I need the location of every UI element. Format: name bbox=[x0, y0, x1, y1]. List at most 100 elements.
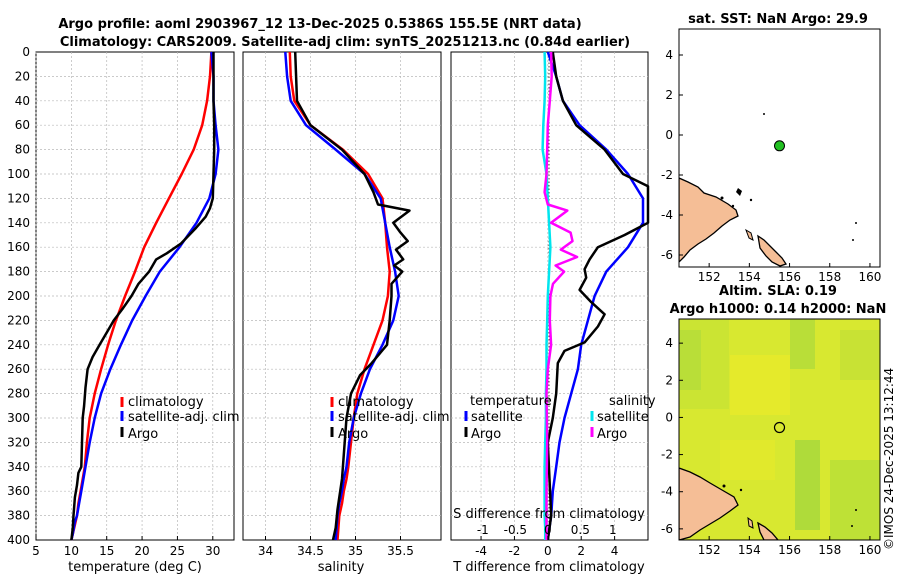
legend-label-sal-satellite: satellite bbox=[597, 410, 649, 425]
islet-dot bbox=[763, 113, 765, 115]
differences-xlabel: T difference from climatology bbox=[452, 560, 645, 575]
islet-dot bbox=[731, 204, 735, 208]
top-tick-label: -1 bbox=[477, 523, 489, 537]
land-bougainville bbox=[757, 521, 779, 540]
map-y-tick-label: -2 bbox=[661, 448, 673, 462]
depth-tick-label: 80 bbox=[15, 143, 30, 157]
sst-map-title: sat. SST: NaN Argo: 29.9 bbox=[688, 12, 868, 27]
legend-label-sal-argo: Argo bbox=[597, 427, 627, 442]
sla-patch bbox=[720, 440, 775, 480]
islet-dot bbox=[720, 196, 724, 200]
map-y-tick-label: -2 bbox=[661, 168, 673, 182]
sla-patch bbox=[830, 460, 880, 540]
temperature-xlabel: temperature (deg C) bbox=[68, 560, 202, 575]
figure-title-line2: Climatology: CARS2009. Satellite-adj cli… bbox=[60, 35, 630, 50]
x-tick-label: 25 bbox=[170, 544, 185, 558]
x-tick-label: 4 bbox=[611, 544, 619, 558]
x-tick-label: 34 bbox=[258, 544, 273, 558]
top-tick-label: 1 bbox=[609, 523, 617, 537]
map-x-tick-label: 156 bbox=[778, 543, 801, 557]
legend-label-climatology: climatology bbox=[128, 395, 204, 410]
depth-tick-label: 400 bbox=[7, 533, 30, 547]
sla-map-panel: Altim. SLA: 0.19 Argo h1000: 0.14 h2000:… bbox=[661, 284, 886, 557]
sst-map-panel: sat. SST: NaN Argo: 29.9 152 154 156 158 160… bbox=[661, 12, 881, 284]
depth-tick-label: 360 bbox=[7, 484, 30, 498]
depth-tick-label: 40 bbox=[15, 94, 30, 108]
series-line-argo bbox=[70, 52, 216, 541]
map-x-tick-label: 152 bbox=[698, 270, 721, 284]
map-x-tick-label: 160 bbox=[858, 270, 881, 284]
sla-patch bbox=[730, 355, 790, 415]
land-islet bbox=[736, 188, 742, 196]
map-y-tick-label: -4 bbox=[661, 208, 673, 222]
imos-watermark: ©IMOS 24-Dec-2025 13:12:44 bbox=[882, 368, 896, 550]
series-line-salinity-satellite bbox=[541, 51, 552, 540]
sst-map-land bbox=[679, 113, 857, 267]
series-line-temperature-argo bbox=[546, 51, 650, 541]
top-tick-label: 0 bbox=[544, 523, 552, 537]
islet-dot bbox=[722, 484, 726, 488]
series-line-satellite-adj-clim bbox=[284, 51, 400, 541]
sla-field-patches bbox=[679, 319, 880, 540]
legend-label-satellite: satellite-adj. clim bbox=[338, 410, 450, 425]
x-tick-label: -4 bbox=[475, 544, 487, 558]
map-y-tick-label: 0 bbox=[665, 128, 673, 142]
sla-patch bbox=[790, 319, 815, 369]
top-tick-label: 0.5 bbox=[571, 523, 590, 537]
legend-label-climatology: climatology bbox=[338, 395, 414, 410]
sla-map-title-line1: Altim. SLA: 0.19 bbox=[719, 284, 837, 299]
differences-panel: -4 -2 0 2 4 -1 -0.5 0 0.5 1 S difference from cl… bbox=[450, 51, 656, 575]
x-tick-label: 2 bbox=[577, 544, 585, 558]
map-y-tick-label: -6 bbox=[661, 248, 673, 262]
x-tick-label: 15 bbox=[99, 544, 114, 558]
series-line-salinity-argo bbox=[543, 51, 579, 540]
islet-dot bbox=[749, 198, 753, 202]
salinity-panel: 34 34.5 35 35.5 salinity climatology satell… bbox=[242, 51, 450, 575]
map-y-tick-label: 2 bbox=[665, 88, 673, 102]
differences-top-xlabel: S difference from climatology bbox=[453, 507, 645, 522]
depth-tick-label: 340 bbox=[7, 460, 30, 474]
salinity-xlabel: salinity bbox=[318, 560, 365, 575]
x-tick-label: 35.5 bbox=[387, 544, 414, 558]
map-x-tick-label: 158 bbox=[818, 543, 841, 557]
map-y-tick-label: -6 bbox=[661, 522, 673, 536]
argo-position-marker bbox=[773, 421, 786, 434]
x-tick-label: -2 bbox=[508, 544, 520, 558]
temperature-legend: climatology satellite-adj. clim Argo bbox=[120, 395, 240, 442]
map-x-tick-label: 156 bbox=[778, 270, 801, 284]
x-tick-label: 20 bbox=[134, 544, 149, 558]
land-island bbox=[747, 516, 754, 529]
depth-tick-label: 320 bbox=[7, 435, 30, 449]
sla-map-frame bbox=[678, 318, 881, 541]
series-line-satellite-adj-clim bbox=[70, 51, 220, 541]
sst-map-frame bbox=[678, 28, 881, 268]
depth-tick-label: 0 bbox=[22, 45, 30, 59]
depth-tick-label: 60 bbox=[15, 118, 30, 132]
depth-tick-label: 180 bbox=[7, 265, 30, 279]
x-tick-label: 30 bbox=[205, 544, 220, 558]
map-x-tick-label: 160 bbox=[858, 543, 881, 557]
islet-dot bbox=[739, 488, 743, 492]
depth-tick-label: 280 bbox=[7, 387, 30, 401]
depth-tick-label: 100 bbox=[7, 167, 30, 181]
legend-title-salinity: salinity bbox=[609, 394, 656, 409]
map-x-tick-label: 158 bbox=[818, 270, 841, 284]
depth-tick-label: 240 bbox=[7, 338, 30, 352]
islet-dot bbox=[851, 525, 853, 527]
x-tick-label: 34.5 bbox=[297, 544, 324, 558]
legend-label-satellite: satellite-adj. clim bbox=[128, 410, 240, 425]
depth-tick-label: 380 bbox=[7, 509, 30, 523]
islet-dot bbox=[852, 239, 854, 241]
sla-patch bbox=[679, 330, 701, 390]
top-tick-label: -0.5 bbox=[504, 523, 527, 537]
land-bougainville bbox=[757, 234, 788, 267]
salinity-legend: climatology satellite-adj. clim Argo bbox=[330, 395, 450, 442]
land-island bbox=[745, 228, 754, 241]
sla-patch bbox=[840, 330, 880, 380]
differences-legend: temperature satellite Argo salinity sate… bbox=[464, 394, 656, 442]
depth-tick-label: 140 bbox=[7, 216, 30, 230]
legend-title-temperature: temperature bbox=[470, 394, 552, 409]
map-y-tick-label: 2 bbox=[665, 373, 673, 387]
land-new-guinea bbox=[679, 177, 739, 263]
